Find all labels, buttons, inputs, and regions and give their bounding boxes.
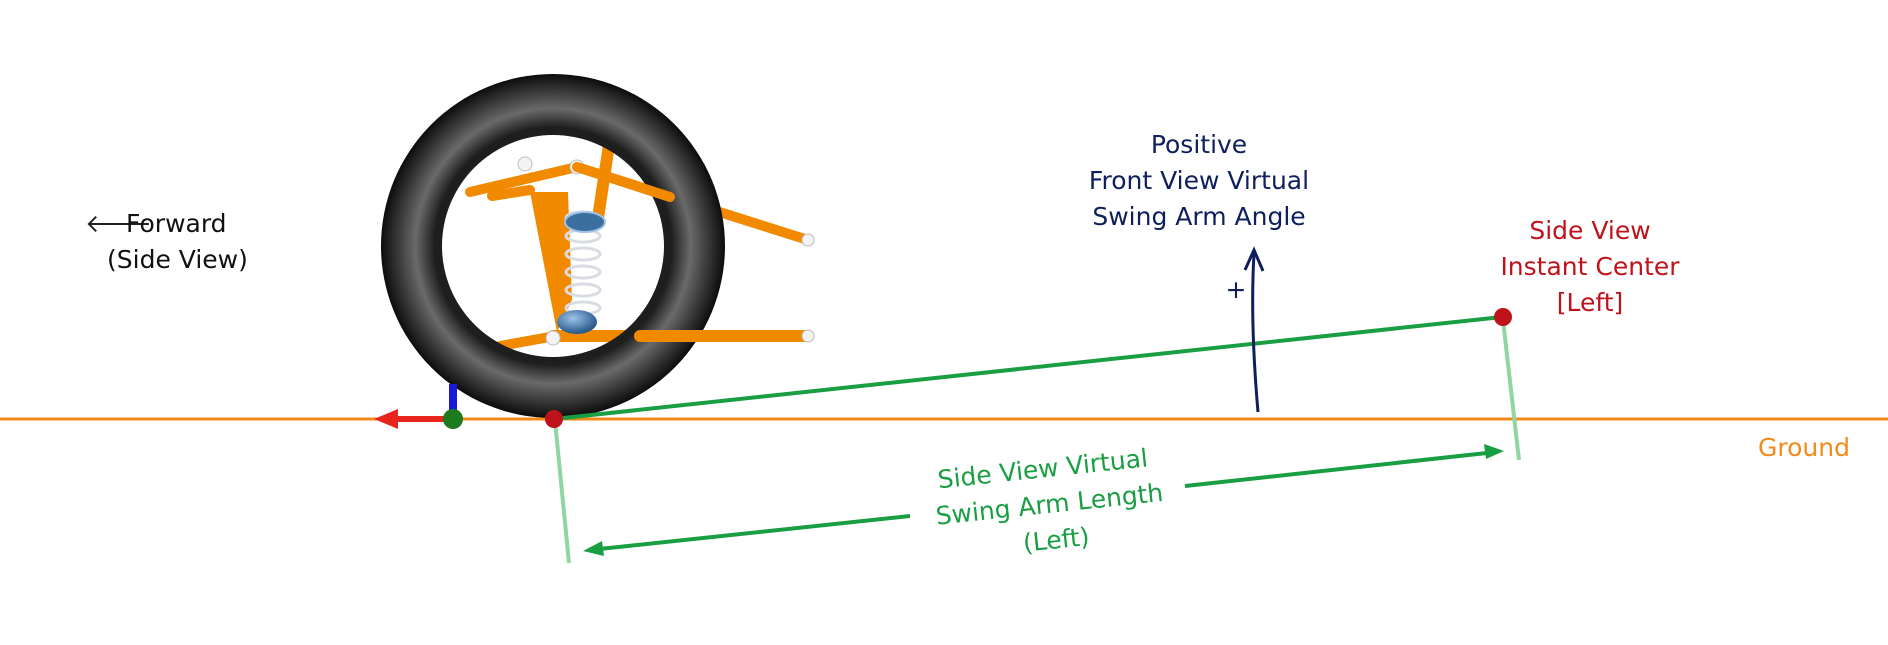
instant-center-label-line3: [Left] xyxy=(1557,288,1624,317)
forward-label: Forward xyxy=(126,209,227,238)
angle-arc-arrow xyxy=(1251,253,1260,413)
damper-mount xyxy=(557,310,597,334)
instant-center-label-line1: Side View xyxy=(1529,216,1650,245)
contact-patch-point xyxy=(545,410,563,428)
extension-line-right xyxy=(1501,319,1521,461)
angle-arrowhead xyxy=(1243,246,1265,272)
upper-control-arm-inner xyxy=(487,185,535,201)
plus-sign: + xyxy=(1226,275,1247,304)
length-arrowhead-left xyxy=(583,541,604,556)
angle-label-line1: Positive xyxy=(1151,130,1247,159)
suspension-front-parts xyxy=(572,162,815,343)
side-view-label: (Side View) xyxy=(107,245,248,274)
ground-label: Ground xyxy=(1758,433,1850,462)
angle-label-line2: Front View Virtual xyxy=(1089,166,1309,195)
angle-label-line3: Swing Arm Angle xyxy=(1092,202,1305,231)
length-arrowhead-right xyxy=(1484,444,1504,459)
spring-top-mount xyxy=(564,211,606,233)
length-dimension-left xyxy=(589,514,911,552)
swing-arm-line xyxy=(553,315,1503,421)
joint xyxy=(545,330,561,346)
instant-center-label-line2: Instant Center xyxy=(1500,252,1680,281)
coordinate-axes xyxy=(374,384,463,429)
axis-x-arrowhead xyxy=(374,409,398,429)
forward-arrow-icon: 🡐 xyxy=(85,209,152,238)
length-label-line3: (Left) xyxy=(1022,522,1091,558)
length-dimension-right xyxy=(1184,450,1497,488)
axis-z xyxy=(443,409,463,429)
joint xyxy=(801,233,815,247)
upper-control-arm-outboard xyxy=(572,162,675,202)
joint xyxy=(801,329,815,343)
upper-control-arm-front xyxy=(465,162,582,197)
joint xyxy=(517,156,533,172)
upright xyxy=(530,192,572,332)
extension-line-left xyxy=(553,420,571,564)
suspension-linkage xyxy=(465,132,815,351)
instant-center-point xyxy=(1494,308,1512,326)
swing-arm-length-label: Side View Virtual Swing Arm Length (Left… xyxy=(934,443,1164,558)
